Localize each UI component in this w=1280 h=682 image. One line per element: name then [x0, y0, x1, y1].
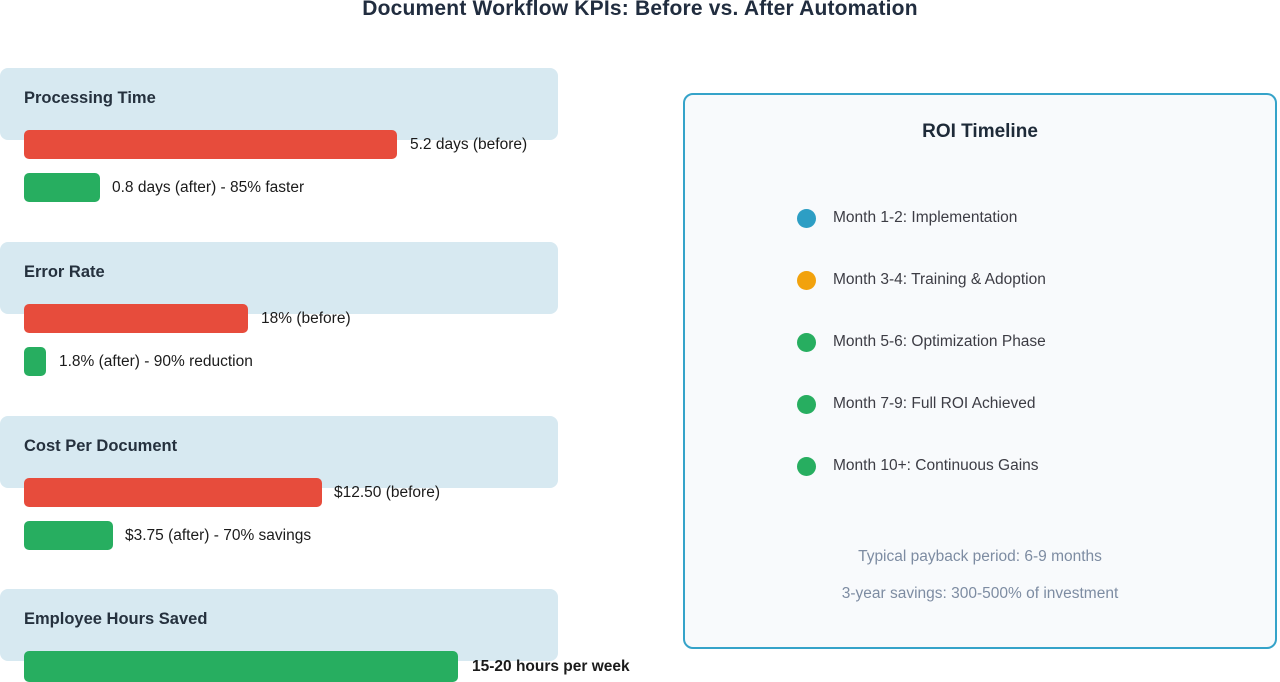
section-title: Error Rate: [24, 263, 105, 281]
timeline-item: Month 7-9: Full ROI Achieved: [797, 393, 1035, 415]
after-bar-label: 15-20 hours per week: [472, 658, 630, 675]
payback-note: Typical payback period: 6-9 months: [858, 548, 1102, 565]
after-bar-label: $3.75 (after) - 70% savings: [125, 527, 312, 544]
timeline-item-label: Month 3-4: Training & Adoption: [833, 271, 1046, 288]
kpi-section-employee-hours-saved: Employee Hours Saved: [0, 589, 558, 661]
kpi-section-error-rate: Error Rate: [0, 242, 558, 314]
before-bar-label: 18% (before): [261, 310, 351, 327]
timeline-dot-icon: [797, 456, 816, 476]
section-title: Cost Per Document: [24, 437, 178, 455]
timeline-dot-icon: [797, 270, 816, 290]
before-bar: [24, 478, 322, 507]
savings-note: 3-year savings: 300-500% of investment: [841, 585, 1119, 602]
timeline-item-label: Month 7-9: Full ROI Achieved: [833, 395, 1036, 412]
roi-timeline-panel: ROI Timeline Month 1-2: Implementation M…: [683, 93, 1277, 649]
after-bar-label: 1.8% (after) - 90% reduction: [59, 353, 253, 370]
timeline-dot-icon: [797, 208, 816, 228]
roi-panel-title: ROI Timeline: [922, 121, 1038, 142]
before-bar-label: $12.50 (before): [334, 484, 440, 501]
timeline-dot-icon: [797, 332, 816, 352]
kpi-section-processing-time: Processing Time: [0, 68, 558, 140]
kpi-section-cost-per-document: Cost Per Document: [0, 416, 558, 488]
after-bar: [24, 521, 113, 550]
section-title: Processing Time: [24, 89, 156, 107]
timeline-item-label: Month 5-6: Optimization Phase: [833, 333, 1046, 350]
before-bar-label: 5.2 days (before): [410, 136, 528, 153]
after-bar: [24, 173, 100, 202]
after-bar: [24, 347, 46, 376]
after-bar-label: 0.8 days (after) - 85% faster: [112, 179, 305, 196]
timeline-item: Month 10+: Continuous Gains: [797, 455, 1039, 477]
page-title: Document Workflow KPIs: Before vs. After…: [362, 0, 918, 20]
timeline-item: Month 5-6: Optimization Phase: [797, 331, 1046, 353]
timeline-item-label: Month 10+: Continuous Gains: [833, 457, 1039, 474]
timeline-item: Month 3-4: Training & Adoption: [797, 269, 1046, 291]
timeline-item-label: Month 1-2: Implementation: [833, 209, 1018, 226]
section-title: Employee Hours Saved: [24, 610, 208, 628]
before-bar: [24, 130, 397, 159]
before-bar: [24, 304, 248, 333]
after-bar: [24, 651, 458, 682]
timeline-dot-icon: [797, 394, 816, 414]
timeline-item: Month 1-2: Implementation: [797, 207, 1017, 229]
